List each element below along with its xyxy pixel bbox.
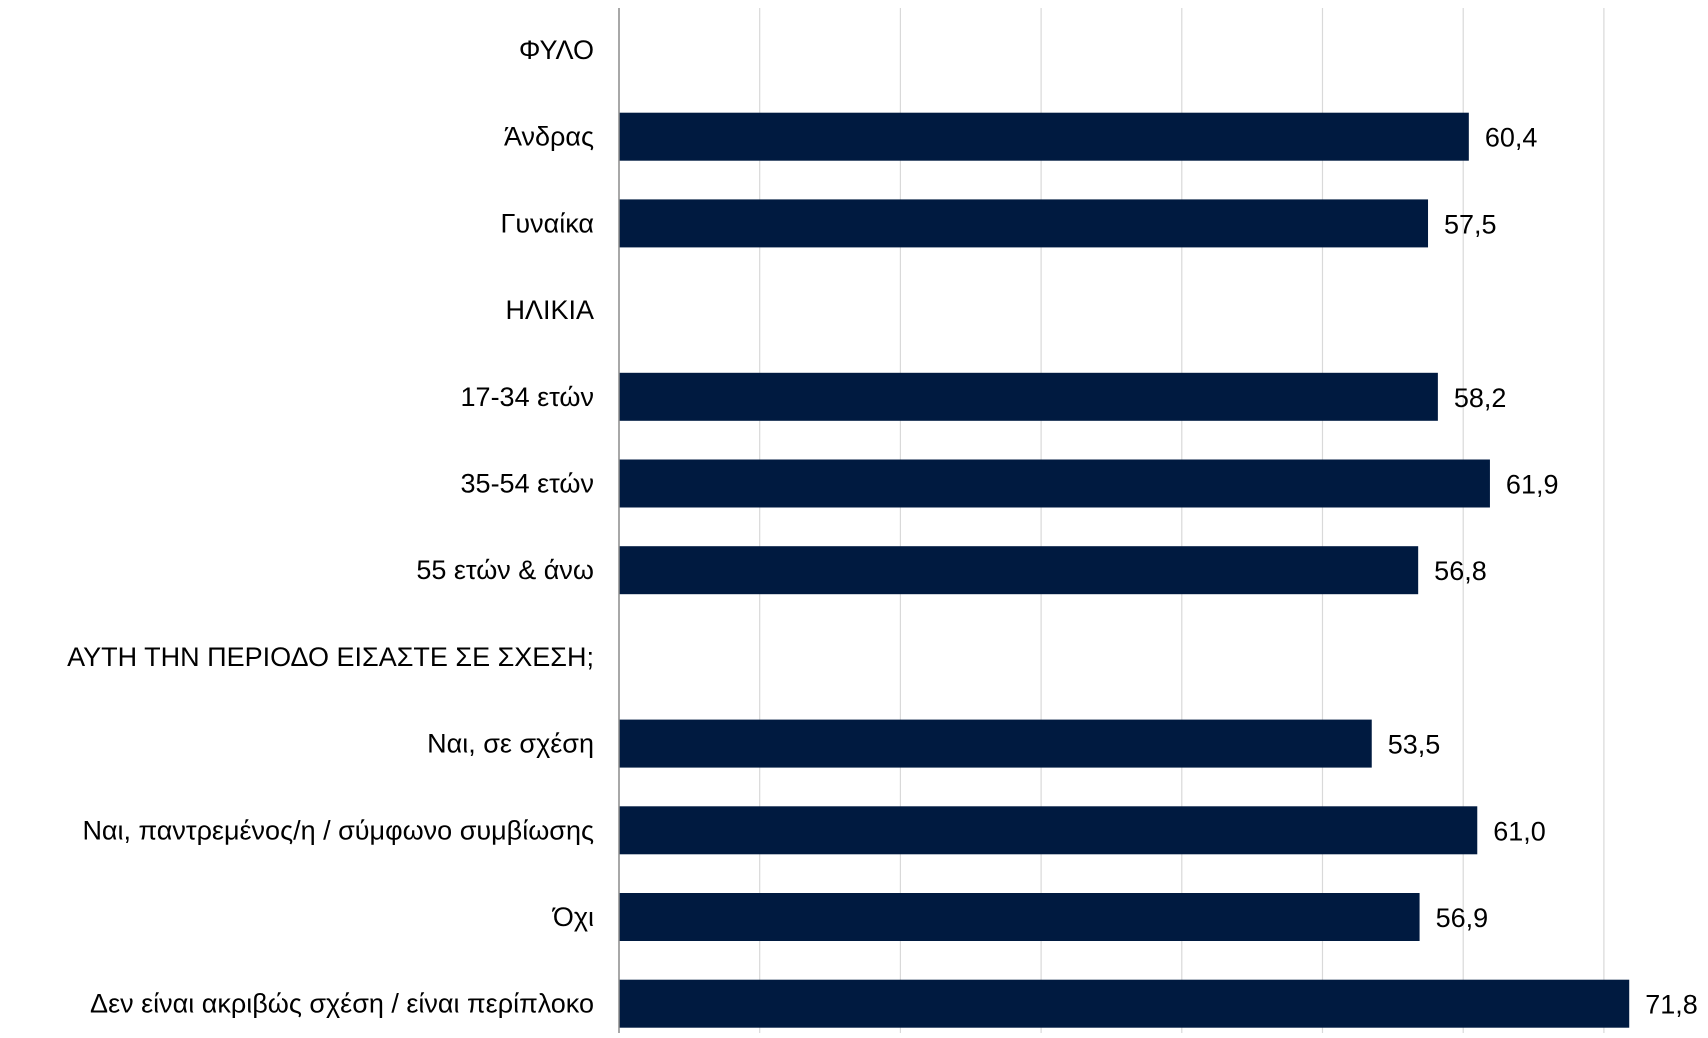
category-label: 17-34 ετών: [461, 382, 594, 412]
category-label: 55 ετών & άνω: [416, 555, 594, 585]
value-labels: 60,4 57,5 58,2 61,9 56,8 53,5 61,0 56,9 71,8: [1388, 123, 1698, 1020]
value-label: 56,8: [1434, 556, 1487, 586]
category-label: ΦΥΛΟ: [519, 35, 594, 65]
bar: [619, 546, 1419, 595]
category-label: 35-54 ετών: [461, 469, 594, 499]
value-label: 71,8: [1645, 990, 1698, 1020]
value-label: 56,9: [1436, 903, 1489, 933]
category-label: ΗΛΙΚΙΑ: [505, 295, 594, 325]
category-label: ΑΥΤΗ ΤΗΝ ΠΕΡΙΟΔΟ ΕΙΣΑΣΤΕ ΣΕ ΣΧΕΣΗ;: [67, 642, 594, 672]
bar: [619, 459, 1490, 508]
value-label: 61,0: [1493, 816, 1546, 846]
category-label: Δεν είναι ακριβώς σχέση / είναι περίπλοκ…: [90, 989, 594, 1019]
value-label: 60,4: [1485, 123, 1538, 153]
bar: [619, 372, 1438, 421]
bar: [619, 199, 1429, 248]
category-label: Άνδρας: [504, 122, 594, 152]
category-label: Ναι, σε σχέση: [427, 729, 594, 759]
category-label: Γυναίκα: [500, 208, 594, 238]
value-label: 57,5: [1444, 209, 1497, 239]
category-label: Ναι, παντρεμένος/η / σύμφωνο συμβίωσης: [82, 815, 594, 845]
bar: [619, 893, 1420, 941]
bar: [619, 719, 1372, 768]
category-label: Όχι: [552, 902, 594, 932]
bar: [619, 979, 1630, 1028]
bars: [619, 112, 1630, 1028]
bar: [619, 112, 1469, 161]
category-labels: ΦΥΛΟ Άνδρας Γυναίκα ΗΛΙΚΙΑ 17-34 ετών 35-54 ε…: [67, 35, 594, 1019]
bar: [619, 806, 1478, 855]
value-label: 53,5: [1388, 730, 1441, 760]
value-label: 58,2: [1454, 383, 1507, 413]
gridlines: [759, 8, 1605, 1033]
value-label: 61,9: [1506, 470, 1559, 500]
